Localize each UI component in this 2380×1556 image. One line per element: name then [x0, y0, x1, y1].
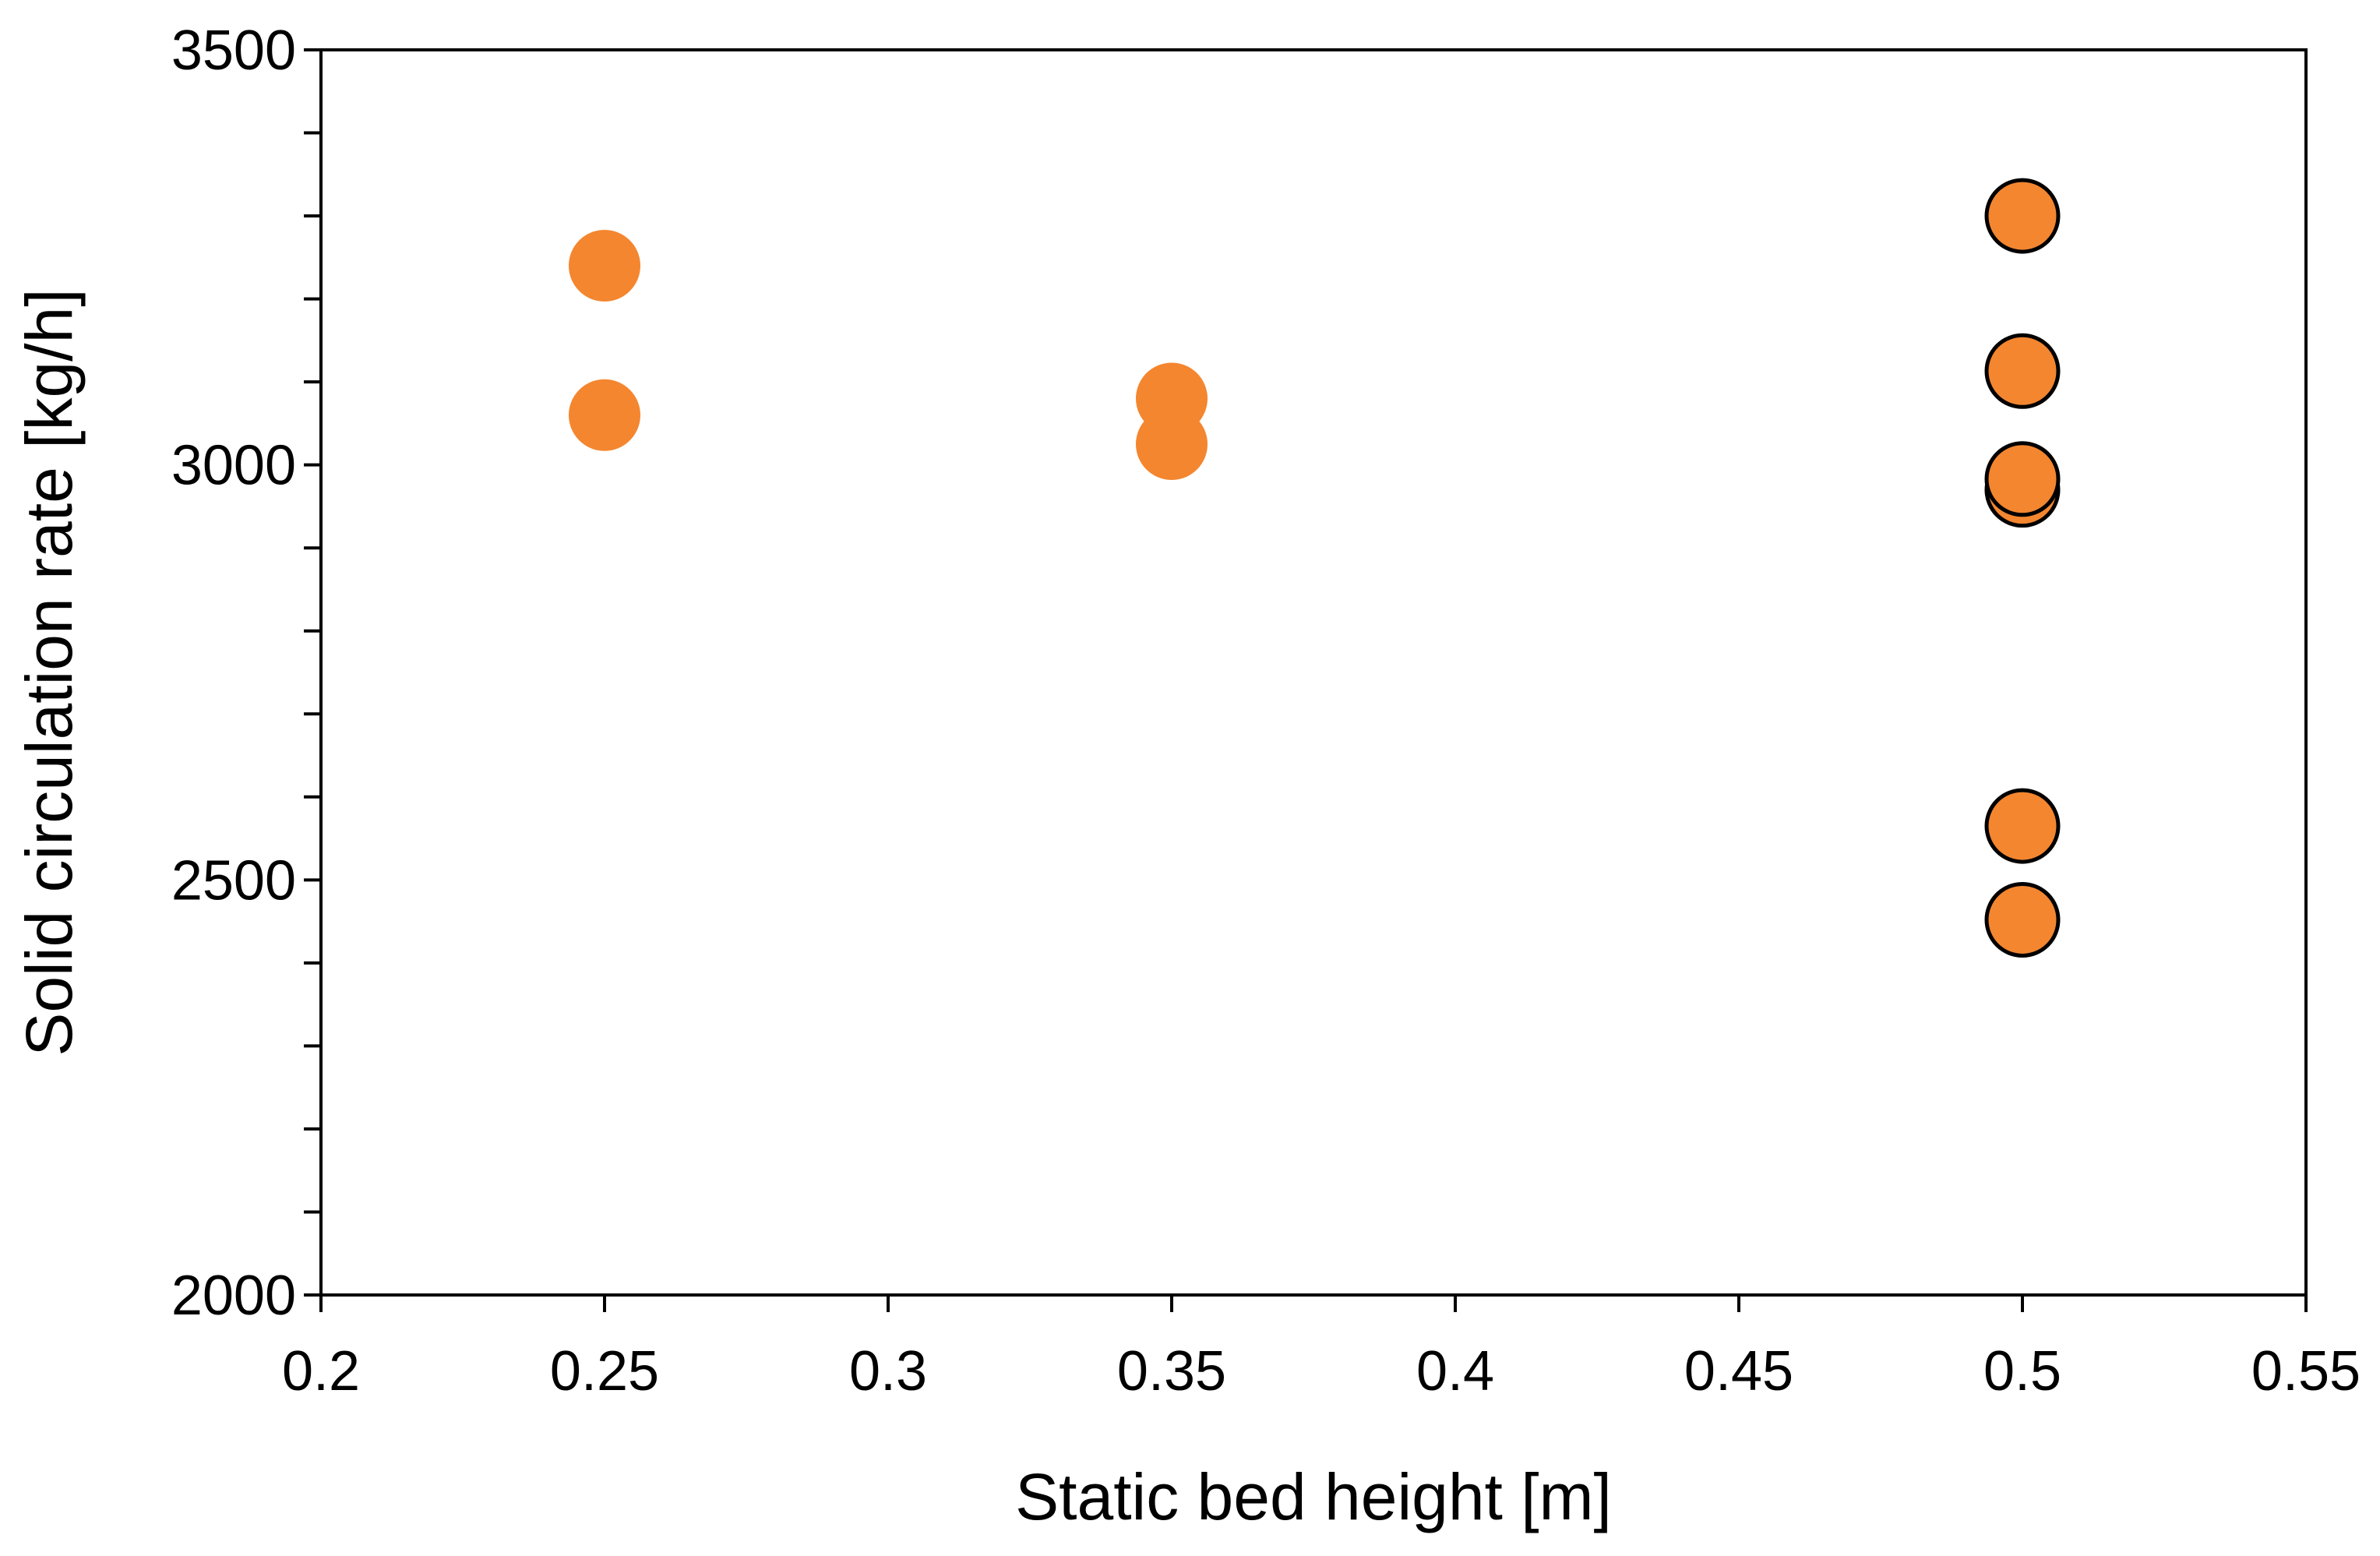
y-tick-label: 3000 [171, 435, 296, 497]
x-tick-label: 0.4 [1416, 1340, 1494, 1403]
data-point [1136, 408, 1208, 481]
data-point [569, 379, 640, 451]
x-tick-label: 0.55 [2251, 1340, 2361, 1403]
plot-area [319, 48, 2308, 1297]
y-axis-ticks: 2000 2500 3000 3500 [171, 19, 321, 1327]
data-point [569, 229, 640, 302]
data-point [1984, 333, 2061, 409]
data-point [1984, 178, 2061, 254]
x-tick-label: 0.45 [1684, 1340, 1793, 1403]
x-tick-label: 0.3 [849, 1340, 927, 1403]
data-points [569, 178, 2061, 958]
y-tick-label: 3500 [171, 19, 296, 82]
x-axis-ticks: 0.2 0.25 0.3 0.35 0.4 0.45 0.5 0.55 [282, 1295, 2361, 1403]
y-tick-label: 2000 [171, 1265, 296, 1327]
x-tick-label: 0.2 [282, 1340, 360, 1403]
data-point [1984, 441, 2061, 517]
x-tick-label: 0.25 [550, 1340, 659, 1403]
data-point [1984, 881, 2061, 958]
x-tick-label: 0.5 [1983, 1340, 2061, 1403]
x-tick-label: 0.35 [1117, 1340, 1226, 1403]
y-tick-label: 2500 [171, 849, 296, 912]
y-axis-title: Solid circulation rate [kg/h] [12, 288, 86, 1056]
x-axis-title: Static bed height [m] [1015, 1460, 1612, 1533]
data-point [1984, 788, 2061, 864]
